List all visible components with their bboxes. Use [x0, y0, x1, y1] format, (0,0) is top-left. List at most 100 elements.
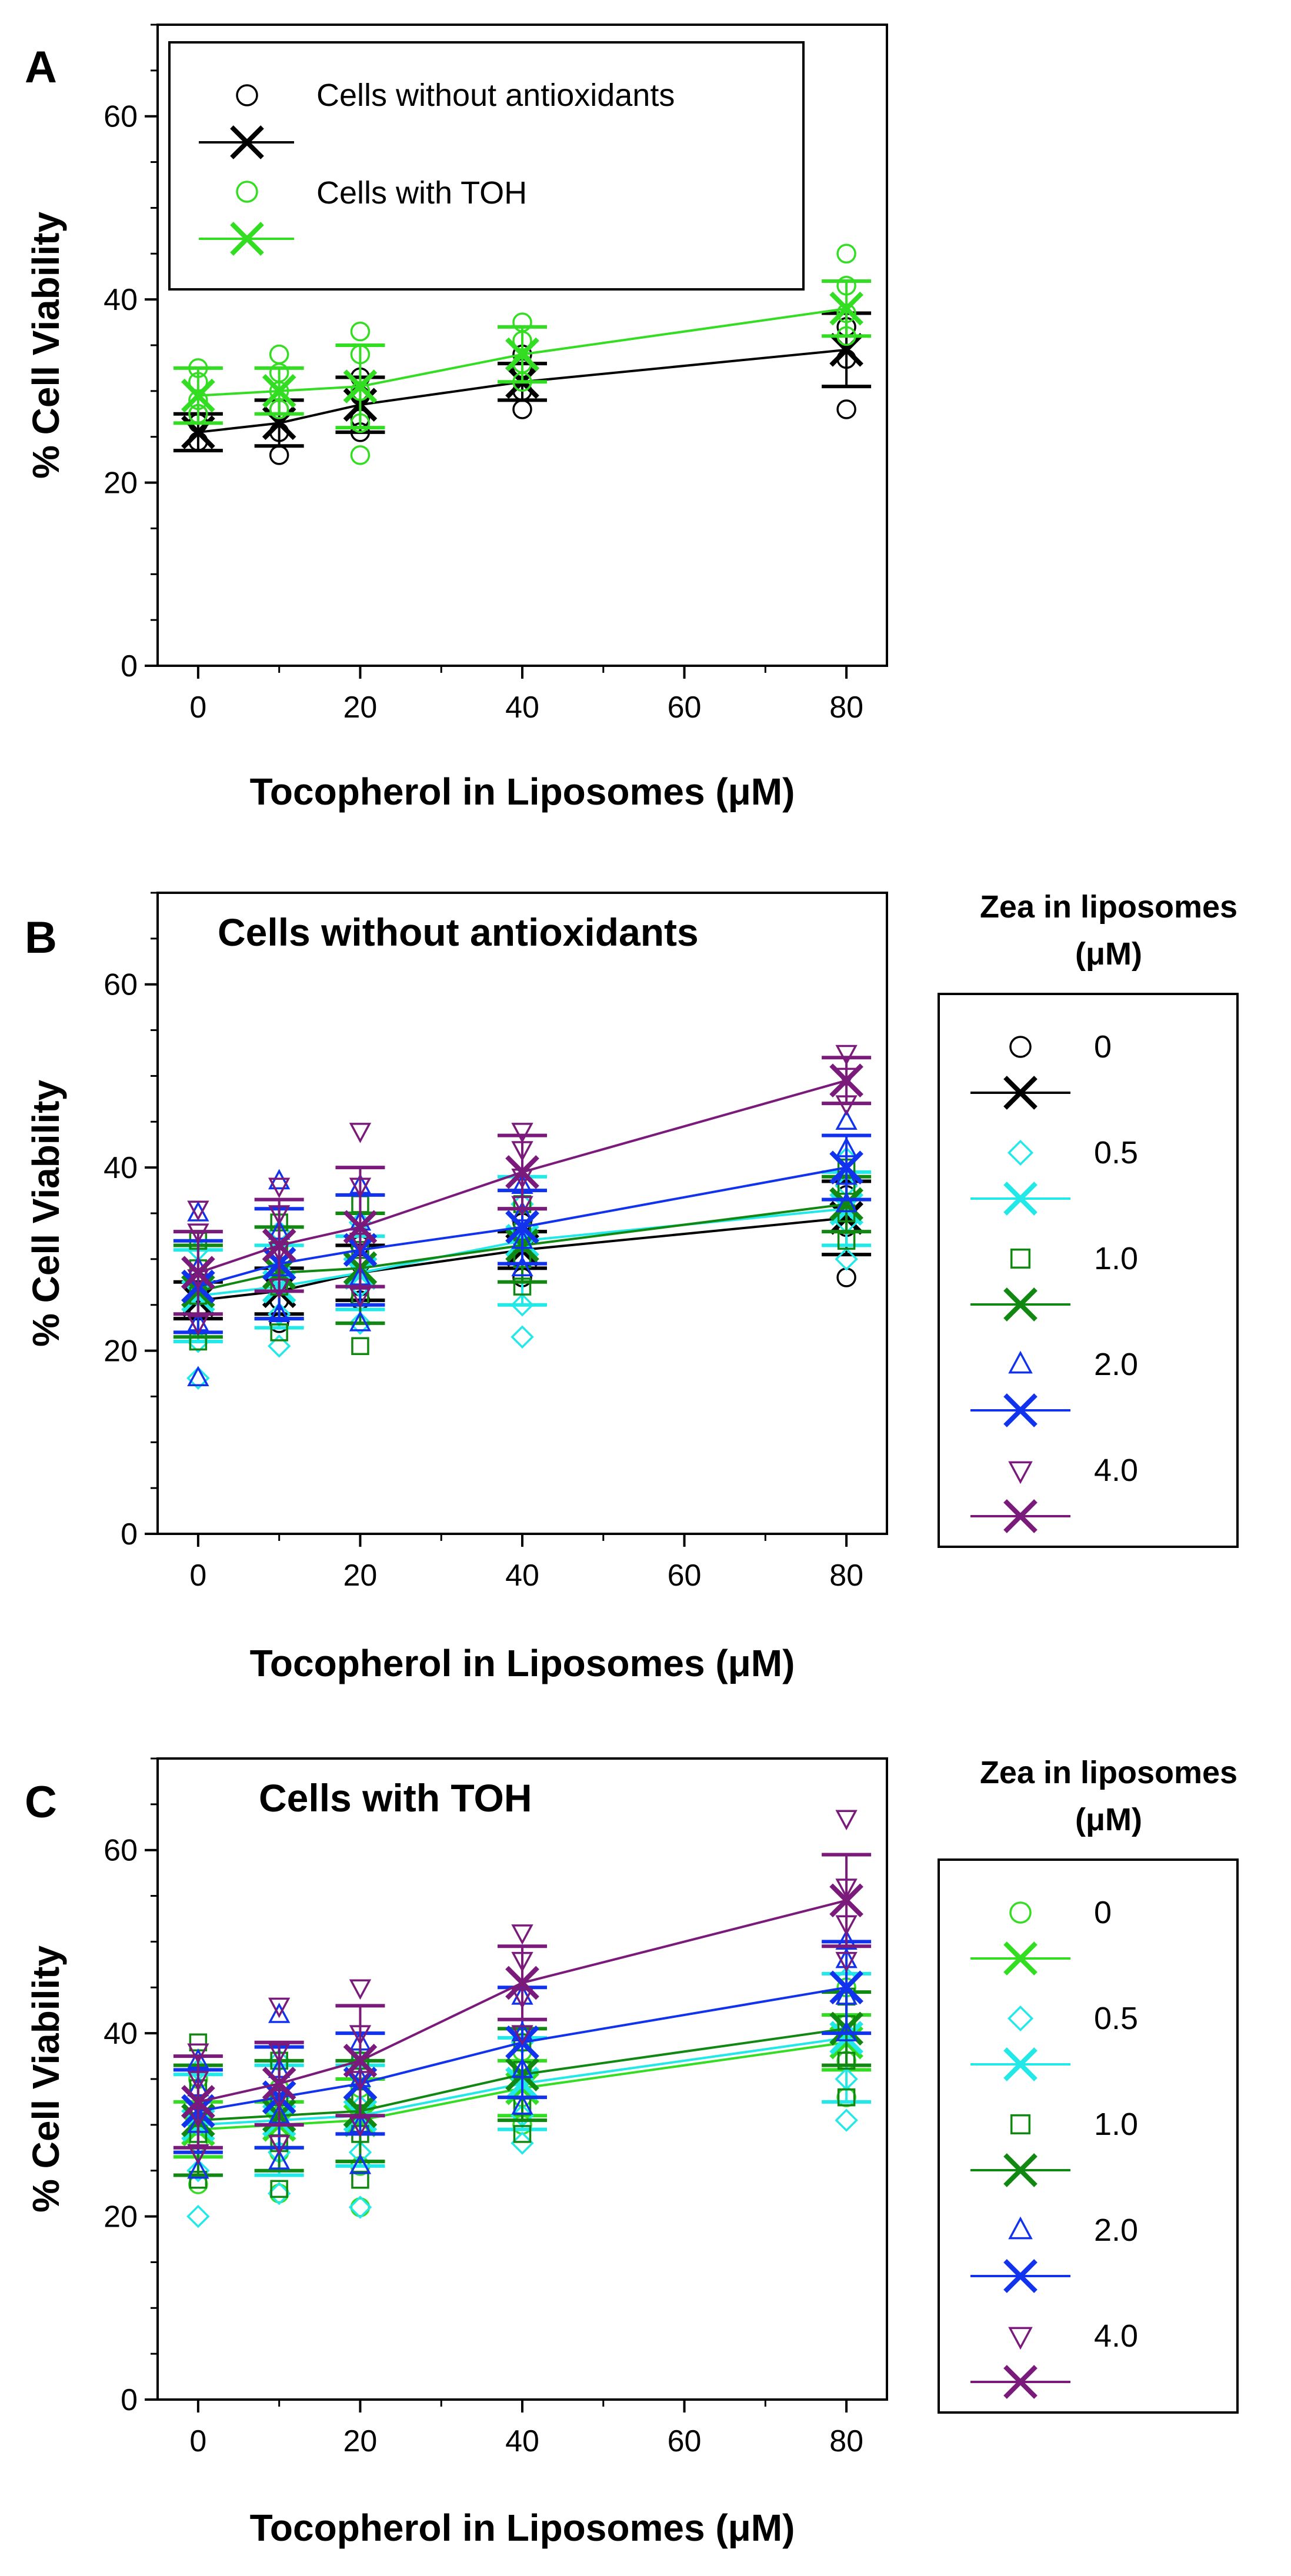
panel-c-y-axis-title: % Cell Viability	[25, 1946, 67, 2213]
panel-b-title: Cells without antioxidants	[218, 910, 699, 954]
panel-b-letter: B	[25, 913, 57, 963]
panel-c-legend-box	[938, 1858, 1239, 2414]
panel-c-legend-unit: (μM)	[1075, 1802, 1142, 1837]
panel-c-legend-label-2: 1.0	[1094, 2107, 1138, 2142]
panel-c-data-point	[268, 2135, 291, 2155]
panel-c-data-point	[267, 2181, 291, 2205]
panel-a-letter: A	[25, 42, 57, 92]
panel-b-legend-x-3	[1003, 1393, 1038, 1427]
panel-c-y-tick-label: 20	[104, 2200, 138, 2234]
panel-b-mean-marker	[181, 1256, 215, 1290]
panel-a-data-point	[350, 321, 371, 342]
panel-b-legend-marker-3	[1008, 1350, 1033, 1374]
panel-a-mean-marker	[829, 291, 863, 326]
panel-a-legend-x-0	[230, 125, 264, 159]
panel-a-mean-marker	[181, 378, 215, 413]
panel-c-legend-x-2	[1003, 2153, 1038, 2187]
panel-b-legend-unit: (μM)	[1075, 936, 1142, 972]
panel-b-data-point	[349, 1123, 372, 1143]
panel-c-mean-marker	[181, 2085, 215, 2119]
panel-c-data-point	[837, 2088, 856, 2107]
panel-b-x-axis-title: Tocopherol in Liposomes (μM)	[250, 1642, 795, 1684]
panel-b-data-point	[348, 1312, 372, 1335]
panel-c-x-tick-label: 40	[505, 2424, 539, 2458]
panel-c-data-point	[269, 2183, 289, 2204]
panel-c-legend-label-1: 0.5	[1094, 2001, 1138, 2036]
panel-c-x-tick-label: 60	[668, 2424, 702, 2458]
panel-a-y-axis-title: % Cell Viability	[25, 212, 67, 479]
panel-b-legend-x-0	[1003, 1076, 1038, 1110]
panel-b-mean-marker	[829, 1187, 863, 1222]
panel-a-x-tick-label: 80	[829, 690, 863, 725]
panel-b-data-point	[835, 1247, 858, 1271]
panel-c-y-tick-label: 40	[104, 2017, 138, 2051]
panel-c-data-point	[349, 2153, 372, 2174]
panel-c-data-point	[186, 2204, 210, 2228]
panel-b-data-point	[511, 1293, 534, 1317]
panel-c-legend-rows: 0 0.5 1.0 2.0 4.0	[970, 1895, 1138, 2399]
panel-a-legend-label-0: Cells without antioxidants	[316, 78, 675, 113]
panel-c-legend-entry-2: 1.0	[970, 2107, 1138, 2187]
panel-c-legend-entry-0: 0	[970, 1895, 1112, 1976]
panel-a-mean-marker	[505, 337, 539, 372]
panel-b-legend-title: Zea in liposomes	[980, 889, 1237, 925]
panel-c-legend-label-0: 0	[1094, 1895, 1112, 1930]
panel-b-x-tick-label: 80	[829, 1559, 863, 1593]
panel-b-data-point	[268, 1302, 291, 1323]
panel-c-data-point	[187, 2158, 209, 2179]
panel-a-x-tick-label: 40	[505, 690, 539, 725]
panel-c-data-point	[351, 2171, 369, 2189]
panel-c-mean-marker	[505, 1966, 539, 2000]
panel-a-data-point	[836, 399, 856, 419]
panel-b-y-tick-label: 20	[104, 1334, 138, 1369]
panel-a-series-1	[173, 243, 872, 465]
panel-b-legend-entry-1: 0.5	[970, 1135, 1138, 1216]
panel-b-mean-marker	[829, 1150, 863, 1184]
panel-b-data-point	[270, 1323, 288, 1342]
panel-b-y-tick-label: 0	[121, 1517, 138, 1551]
panel-a-y-tick-label: 60	[104, 100, 138, 134]
panel-b-y-axis-title: % Cell Viability	[25, 1080, 67, 1347]
panel-b-y-tick-label: 60	[104, 968, 138, 1002]
panel-a-legend: Cells without antioxidants Cells with TO…	[168, 41, 805, 291]
panel-c-data-point	[350, 2197, 371, 2217]
panel-b-data-point	[268, 1177, 291, 1199]
panel-a-legend-marker-0	[236, 84, 258, 106]
panel-c-mean-marker	[829, 1970, 863, 2005]
panel-c-y-tick-label: 60	[104, 1834, 138, 1868]
panel-a-mean-marker	[262, 374, 296, 408]
panel-b-data-point	[187, 1315, 209, 1336]
panel-b-data-point	[835, 1192, 858, 1213]
panel-c-data-point	[511, 2025, 533, 2046]
panel-a-x-tick-label: 20	[343, 690, 378, 725]
panel-a-x-tick-label: 0	[189, 690, 206, 725]
panel-a-legend-entry-1: Cells with TOH	[199, 175, 527, 256]
panel-c-mean-marker	[343, 2044, 378, 2078]
panel-c-legend-marker-0	[1009, 1901, 1032, 1924]
panel-c-data-point	[835, 2108, 858, 2132]
panel-b-legend-rows: 0 0.5 1.0 2.0 4.0	[970, 1029, 1138, 1533]
panel-b-legend: Zea in liposomes (μM) 0 0.5 1.0 2.0 4.0	[938, 889, 1239, 1548]
panel-a-legend-x-1	[230, 222, 264, 256]
panel-b-data-point	[511, 1256, 533, 1277]
panel-a: A 0 20 40 60 80 0 20 40 60 Cells without antioxi…	[25, 24, 888, 813]
panel-b-legend-label-3: 2.0	[1094, 1347, 1138, 1382]
panel-a-data-point	[269, 445, 289, 465]
panel-a-mean-marker	[343, 369, 378, 403]
panel-b-data-point	[187, 1366, 209, 1387]
panel-b-data	[173, 1045, 872, 1390]
panel-c-data-point	[349, 2117, 372, 2137]
panel-a-legend-marker-1	[236, 181, 258, 203]
panel-c-legend: Zea in liposomes (μM) 0 0.5 1.0 2.0 4.0	[938, 1755, 1239, 2414]
panel-c-data-point	[187, 2043, 209, 2064]
panel-b-data-point	[835, 1109, 858, 1130]
panel-c-legend-label-3: 2.0	[1094, 2213, 1138, 2248]
panel-a-data-point	[836, 243, 856, 264]
panel-c-data-point	[348, 2195, 372, 2219]
panel-c-data-point	[270, 2180, 288, 2198]
panel-c-data-point	[511, 1924, 533, 1945]
panel-b-data-point	[267, 1334, 291, 1358]
panel-c-data-point	[186, 2158, 210, 2183]
panel-a-data-point	[269, 344, 289, 365]
panel-b-mean-marker	[829, 1063, 863, 1098]
